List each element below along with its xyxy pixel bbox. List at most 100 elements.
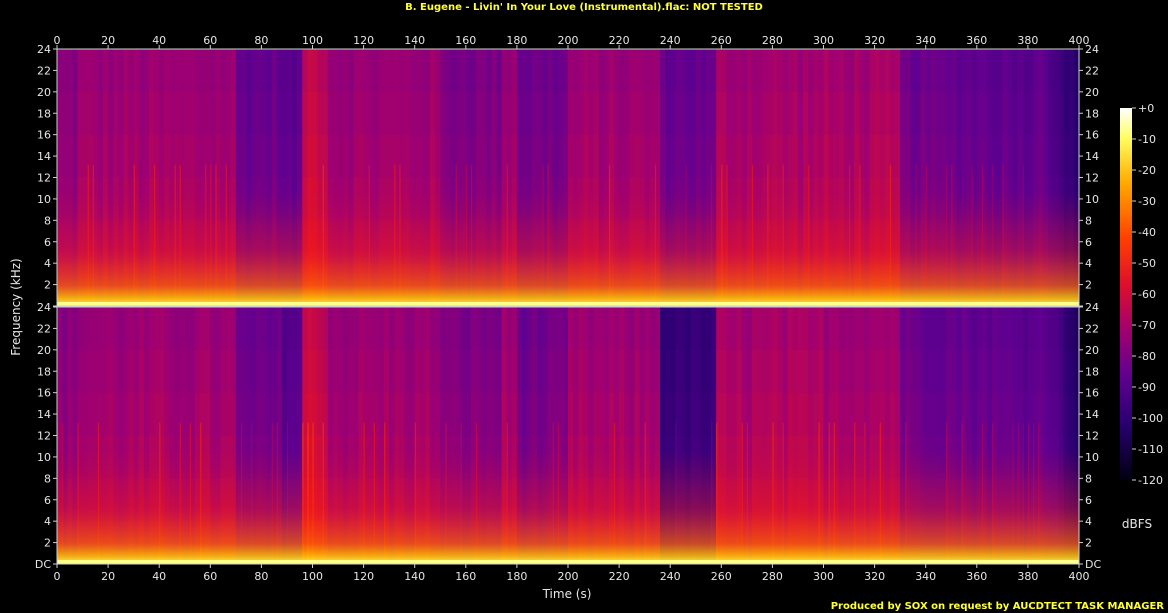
x-tick-label: 340 [915,570,936,583]
y-tick-label: 16 [37,129,51,142]
y-tick-label: DC [35,558,51,571]
y-tick-label: 8 [1085,472,1092,485]
x-tick-label: 260 [711,34,732,47]
x-tick-label: 280 [762,34,783,47]
y-tick-label: 4 [44,257,51,270]
x-tick-label: 220 [609,570,630,583]
y-tick-label: 18 [37,107,51,120]
y-tick-label: 24 [37,43,51,56]
y-tick-label: 10 [37,193,51,206]
y-tick-label: 16 [1085,387,1099,400]
x-tick-label: 100 [302,34,323,47]
y-tick-label: 24 [1085,301,1099,314]
chart-title: B. Eugene - Livin' In Your Love (Instrum… [405,2,763,13]
y-tick-label: 16 [1085,129,1099,142]
footer-credit: Produced by SOX on request by AUCDTECT T… [831,601,1165,612]
colorbar-tick-label: -30 [1138,195,1156,208]
x-tick-label: 240 [660,34,681,47]
y-tick-label: 2 [1085,537,1092,550]
colorbar-ticks: +0 -10 -20 -30 -40 -50 -60 -70 -80 -90 -100 -110 -12… [1132,102,1163,487]
x-tick-label: 360 [966,570,987,583]
x-tick-label: 300 [813,570,834,583]
x-tick-label: 80 [254,34,268,47]
y-tick-label: 2 [44,279,51,292]
x-tick-label: 140 [404,570,425,583]
y-tick-label: 14 [1085,408,1099,421]
channel-2-spectrogram [57,307,1080,565]
y-tick-label: 20 [37,344,51,357]
spectrogram-panels [57,49,1080,565]
x-tick-label: 0 [54,570,61,583]
y-tick-label: 22 [37,64,51,77]
y-tick-label: 2 [44,537,51,550]
y-tick-label: 20 [1085,344,1099,357]
y-tick-label: 24 [1085,43,1099,56]
colorbar-tick-label: -50 [1138,257,1156,270]
y-tick-label: 12 [1085,172,1099,185]
x-tick-label: 200 [558,570,579,583]
x-tick-label: 400 [1069,34,1090,47]
x-tick-label: 360 [966,34,987,47]
colorbar-tick-label: -80 [1138,350,1156,363]
x-tick-label: 40 [152,570,166,583]
dc-band [57,302,1079,306]
y-tick-label: 20 [37,86,51,99]
colorbar-tick-label: -10 [1138,133,1156,146]
x-tick-label: 0 [54,34,61,47]
colorbar-tick-label: -120 [1138,474,1163,487]
x-tick-label: 200 [558,34,579,47]
x-tick-label: 380 [1017,34,1038,47]
x-tick-label: 380 [1017,570,1038,583]
y-tick-label: 14 [37,150,51,163]
y-tick-label: 4 [1085,515,1092,528]
x-tick-label: 320 [864,570,885,583]
y-tick-label: 6 [44,494,51,507]
y-tick-label: 20 [1085,86,1099,99]
colorbar-tick-label: -70 [1138,319,1156,332]
colorbar-tick-label: -110 [1138,443,1163,456]
x-tick-label: 220 [609,34,630,47]
colorbar-tick-label: -20 [1138,164,1156,177]
x-axis-label: Time (s) [542,587,592,601]
colorbar-tick-label: -60 [1138,288,1156,301]
y-tick-label: 16 [37,387,51,400]
y-tick-label: 8 [44,214,51,227]
y-tick-label: 24 [37,301,51,314]
y-tick-label: 6 [44,236,51,249]
x-tick-label: 20 [101,570,115,583]
x-tick-label: 140 [404,34,425,47]
colorbar-tick-label: -100 [1138,412,1163,425]
x-tick-label: 40 [152,34,166,47]
x-tick-label: 340 [915,34,936,47]
y-tick-label: 6 [1085,236,1092,249]
colorbar-tick-label: -40 [1138,226,1156,239]
y-tick-label: 22 [1085,322,1099,335]
y-tick-label: 12 [37,430,51,443]
y-tick-label: 8 [44,472,51,485]
x-tick-label: 160 [455,34,476,47]
x-tick-label: 100 [302,570,323,583]
x-tick-label: 180 [506,34,527,47]
x-tick-label: 120 [353,34,374,47]
x-tick-label: 320 [864,34,885,47]
y-tick-label: 18 [1085,365,1099,378]
y-tick-label: 6 [1085,494,1092,507]
colorbar-tick-label: -90 [1138,381,1156,394]
low-frequency-energy [57,49,1079,306]
colorbar-tick-label: +0 [1138,102,1154,115]
y-tick-label: 2 [1085,279,1092,292]
x-tick-label: 280 [762,570,783,583]
x-tick-label: 20 [101,34,115,47]
x-tick-label: 240 [660,570,681,583]
colorbar-label: dBFS [1122,517,1152,531]
colorbar [1120,108,1132,480]
y-tick-label: 18 [1085,107,1099,120]
y-tick-label: 14 [37,408,51,421]
y-axis-label: Frequency (kHz) [9,258,23,355]
y-tick-label: 22 [1085,64,1099,77]
y-tick-label: 22 [37,322,51,335]
x-tick-label: 120 [353,570,374,583]
x-tick-label: 160 [455,570,476,583]
